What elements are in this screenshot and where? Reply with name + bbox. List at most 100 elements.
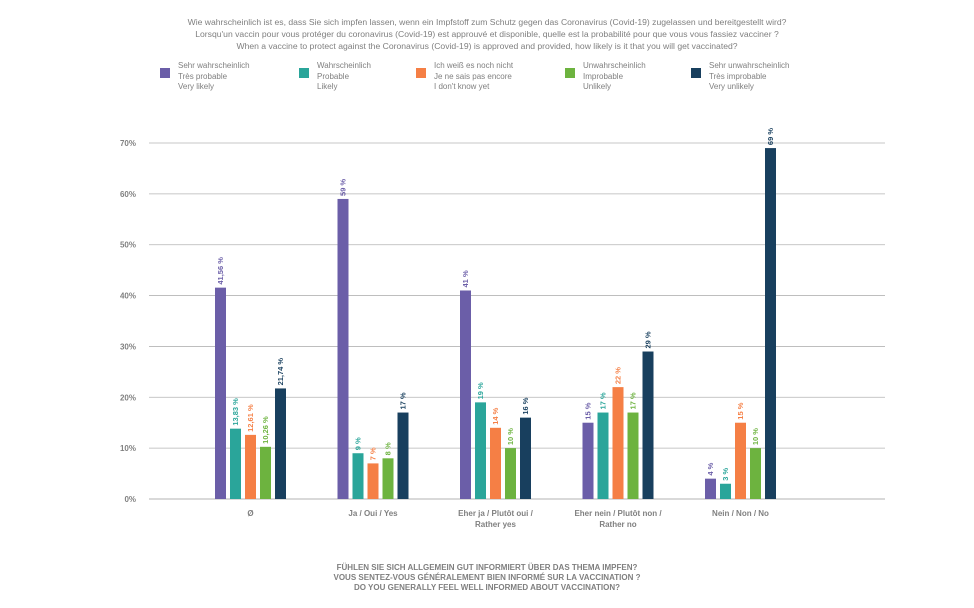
- data-label: 29 %: [644, 331, 653, 348]
- legend-label-line: Wahrscheinlich: [317, 61, 371, 70]
- legend-label: Sehr unwahrscheinlich Très improbable Very…: [709, 61, 790, 93]
- bar: [612, 387, 624, 499]
- data-label: 17 %: [599, 392, 608, 409]
- bar: [520, 417, 531, 499]
- data-label: 41,56 %: [216, 257, 225, 285]
- data-label: 41 %: [461, 270, 470, 287]
- data-label: 14 %: [491, 407, 500, 424]
- legend-label-line: Ich weiß es noch nicht: [434, 61, 514, 70]
- legend-label-line: Unlikely: [583, 82, 612, 91]
- legend-item-5: Sehr unwahrscheinlich Très improbable Very…: [691, 61, 790, 93]
- legend-label: Wahrscheinlich Probable Likely: [317, 61, 371, 93]
- legend: Sehr wahrscheinlich Très probable Very lik…: [0, 61, 974, 101]
- data-label: 15 %: [736, 402, 745, 419]
- x-tick-label: Ja / Oui / Yes: [348, 509, 398, 518]
- legend-swatch: [299, 68, 309, 78]
- legend-label-line: Very likely: [178, 82, 215, 91]
- data-label: 15 %: [584, 402, 593, 419]
- bar: [627, 412, 639, 499]
- title-line-de: Wie wahrscheinlich ist es, dass Sie sich…: [187, 17, 787, 27]
- data-label: 3 %: [721, 467, 730, 480]
- legend-item-1: Sehr wahrscheinlich Très probable Very lik…: [160, 61, 250, 93]
- bar: [337, 198, 349, 499]
- x-axis-title: FÜHLEN SIE SICH ALLGEMEIN GUT INFORMIERT…: [0, 563, 974, 593]
- bar: [765, 148, 776, 500]
- data-label: 12,61 %: [246, 404, 255, 432]
- data-label: 16 %: [521, 397, 530, 414]
- data-label: 22 %: [614, 367, 623, 384]
- y-tick-label: 60%: [120, 190, 136, 199]
- legend-item-3: Ich weiß es noch nicht Je ne sais pas enc…: [416, 61, 513, 93]
- legend-label-line: Je ne sais pas encore: [434, 71, 512, 81]
- data-label: 13,83 %: [231, 398, 240, 426]
- data-label: 7 %: [369, 447, 378, 460]
- x-title-line-fr: VOUS SENTEZ-VOUS GÉNÉRALEMENT BIEN INFOR…: [333, 573, 641, 582]
- x-tick-label: Eher nein / Plutôt non /: [574, 509, 662, 518]
- y-tick-label: 70%: [120, 139, 136, 148]
- y-tick-label: 50%: [120, 241, 136, 250]
- bar: [735, 422, 746, 499]
- legend-item-2: Wahrscheinlich Probable Likely: [299, 61, 371, 93]
- x-title-line-de: FÜHLEN SIE SICH ALLGEMEIN GUT INFORMIERT…: [336, 563, 638, 572]
- chart-title: Wie wahrscheinlich ist es, dass Sie sich…: [0, 16, 974, 52]
- bar: [367, 463, 379, 499]
- bar: [505, 448, 516, 499]
- bar: [245, 434, 256, 499]
- x-tick-label: Ø: [247, 509, 253, 518]
- data-label: 69 %: [766, 128, 775, 145]
- legend-label-line: Very unlikely: [709, 82, 754, 91]
- data-label: 21,74 %: [276, 358, 285, 386]
- legend-label-line: Très probable: [178, 71, 228, 81]
- x-tick-label: Rather no: [599, 520, 636, 529]
- bar: [230, 428, 241, 499]
- bar: [275, 388, 286, 499]
- y-tick-label: 10%: [120, 444, 136, 453]
- legend-label-line: Très improbable: [709, 71, 767, 81]
- x-tick-label: Nein / Non / No: [712, 509, 769, 518]
- legend-label-line: I don't know yet: [434, 82, 490, 91]
- legend-swatch: [691, 68, 701, 78]
- data-label: 10,26 %: [261, 416, 270, 444]
- legend-swatch: [416, 68, 426, 78]
- y-tick-label: 40%: [120, 292, 136, 301]
- legend-label-line: Sehr unwahrscheinlich: [709, 61, 790, 70]
- bar: [260, 446, 271, 499]
- x-tick-label: Eher ja / Plutôt oui /: [458, 509, 533, 518]
- data-label: 59 %: [339, 179, 348, 196]
- legend-label: Sehr wahrscheinlich Très probable Very lik…: [178, 61, 250, 93]
- legend-label-line: Unwahrscheinlich: [583, 61, 646, 70]
- legend-swatch: [565, 68, 575, 78]
- data-label: 8 %: [384, 442, 393, 455]
- data-label: 10 %: [751, 428, 760, 445]
- data-label: 19 %: [476, 382, 485, 399]
- data-label: 10 %: [506, 428, 515, 445]
- bar: [475, 402, 486, 499]
- y-tick-label: 20%: [120, 393, 136, 402]
- bar: [490, 427, 501, 499]
- bar: [352, 453, 364, 499]
- data-label: 17 %: [629, 392, 638, 409]
- legend-label-line: Sehr wahrscheinlich: [178, 61, 250, 70]
- bar: [582, 422, 594, 499]
- legend-swatch: [160, 68, 170, 78]
- data-label: 17 %: [399, 392, 408, 409]
- data-label: 4 %: [706, 462, 715, 475]
- x-tick-label: Rather yes: [475, 520, 516, 529]
- y-tick-label: 30%: [120, 342, 136, 351]
- bar: [460, 290, 471, 499]
- legend-label-line: Probable: [317, 71, 350, 81]
- data-label: 9 %: [354, 437, 363, 450]
- bar: [642, 351, 654, 499]
- bar: [382, 458, 394, 499]
- bar: [705, 478, 716, 499]
- title-line-fr: Lorsqu'un vaccin pour vous protéger du c…: [195, 29, 779, 39]
- legend-label-line: Likely: [317, 82, 338, 91]
- bar: [397, 412, 409, 499]
- bar: [720, 483, 731, 499]
- bar: [597, 412, 609, 499]
- y-tick-label: 0%: [124, 495, 136, 504]
- legend-label: Ich weiß es noch nicht Je ne sais pas enc…: [434, 61, 513, 93]
- legend-label: Unwahrscheinlich Improbable Unlikely: [583, 61, 646, 93]
- legend-label-line: Improbable: [583, 71, 624, 81]
